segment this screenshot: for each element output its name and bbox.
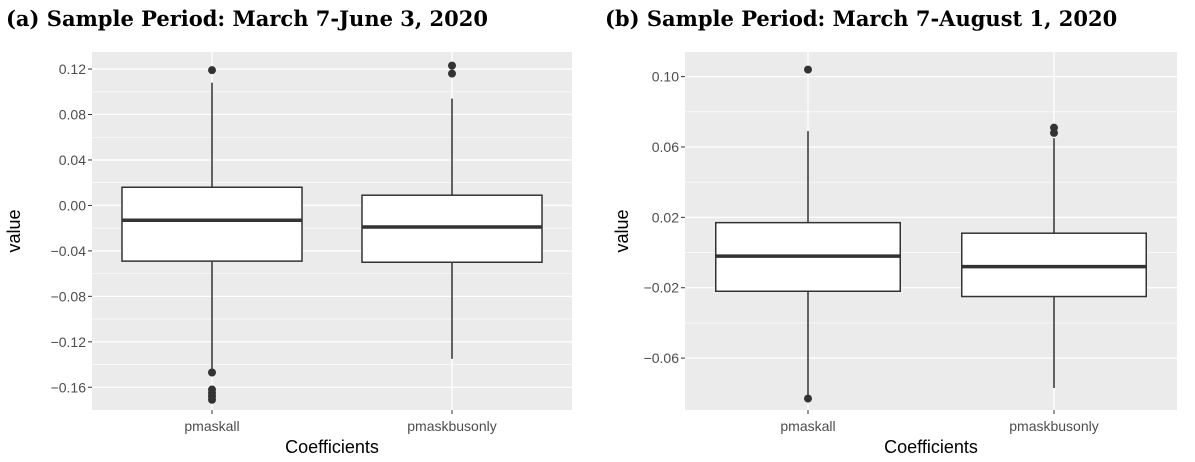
panel-b: 0.10 0.06 0.02 −0.02 −0.06 pmaskall pmaskbuson… [612, 52, 1177, 457]
y-tick-label: −0.02 [644, 280, 680, 296]
y-tick-label: −0.06 [644, 350, 680, 366]
y-tick-label: 0.00 [59, 197, 86, 213]
panel-a-title: (a) Sample Period: March 7-June 3, 2020 [6, 6, 488, 31]
box-pmaskall [121, 66, 303, 404]
outlier-point [804, 394, 812, 403]
x-tick-label: pmaskbusonly [407, 418, 497, 434]
box-iqr [961, 232, 1147, 298]
box-pmaskall [715, 65, 901, 403]
box-pmaskbusonly [961, 123, 1147, 389]
x-axis-title: Coefficients [884, 437, 978, 457]
x-tick-label: pmaskbusonly [1009, 418, 1099, 434]
y-tick-label: −0.12 [51, 334, 87, 350]
y-tick-label: 0.06 [652, 139, 679, 155]
y-tick-label: −0.16 [51, 379, 87, 395]
x-tick-label: pmaskall [184, 418, 239, 434]
outlier-point [448, 69, 456, 78]
box-pmaskbusonly [361, 61, 543, 359]
box-iqr [121, 186, 303, 262]
outlier-point [1050, 128, 1058, 137]
outlier-point [208, 66, 216, 75]
y-tick-label: 0.12 [59, 61, 86, 77]
outlier-point [448, 61, 456, 70]
y-tick-label: −0.04 [51, 243, 87, 259]
panel-a: 0.12 0.08 0.04 0.00 −0.04 −0.08 −0.12 −0.16 pmas… [4, 52, 572, 457]
outlier-point [208, 395, 216, 404]
outlier-point [804, 65, 812, 74]
y-tick-label: 0.08 [59, 107, 86, 123]
outlier-point [208, 368, 216, 377]
x-axis-title: Coefficients [285, 437, 379, 457]
panel-b-title: (b) Sample Period: March 7-August 1, 202… [605, 6, 1118, 31]
y-axis-title: value [4, 209, 24, 252]
y-tick-label: 0.02 [652, 209, 679, 225]
y-tick-label: −0.08 [51, 288, 87, 304]
y-tick-label: 0.04 [59, 152, 86, 168]
y-axis-title: value [612, 209, 632, 252]
x-tick-label: pmaskall [780, 418, 835, 434]
y-tick-label: 0.10 [652, 69, 679, 85]
